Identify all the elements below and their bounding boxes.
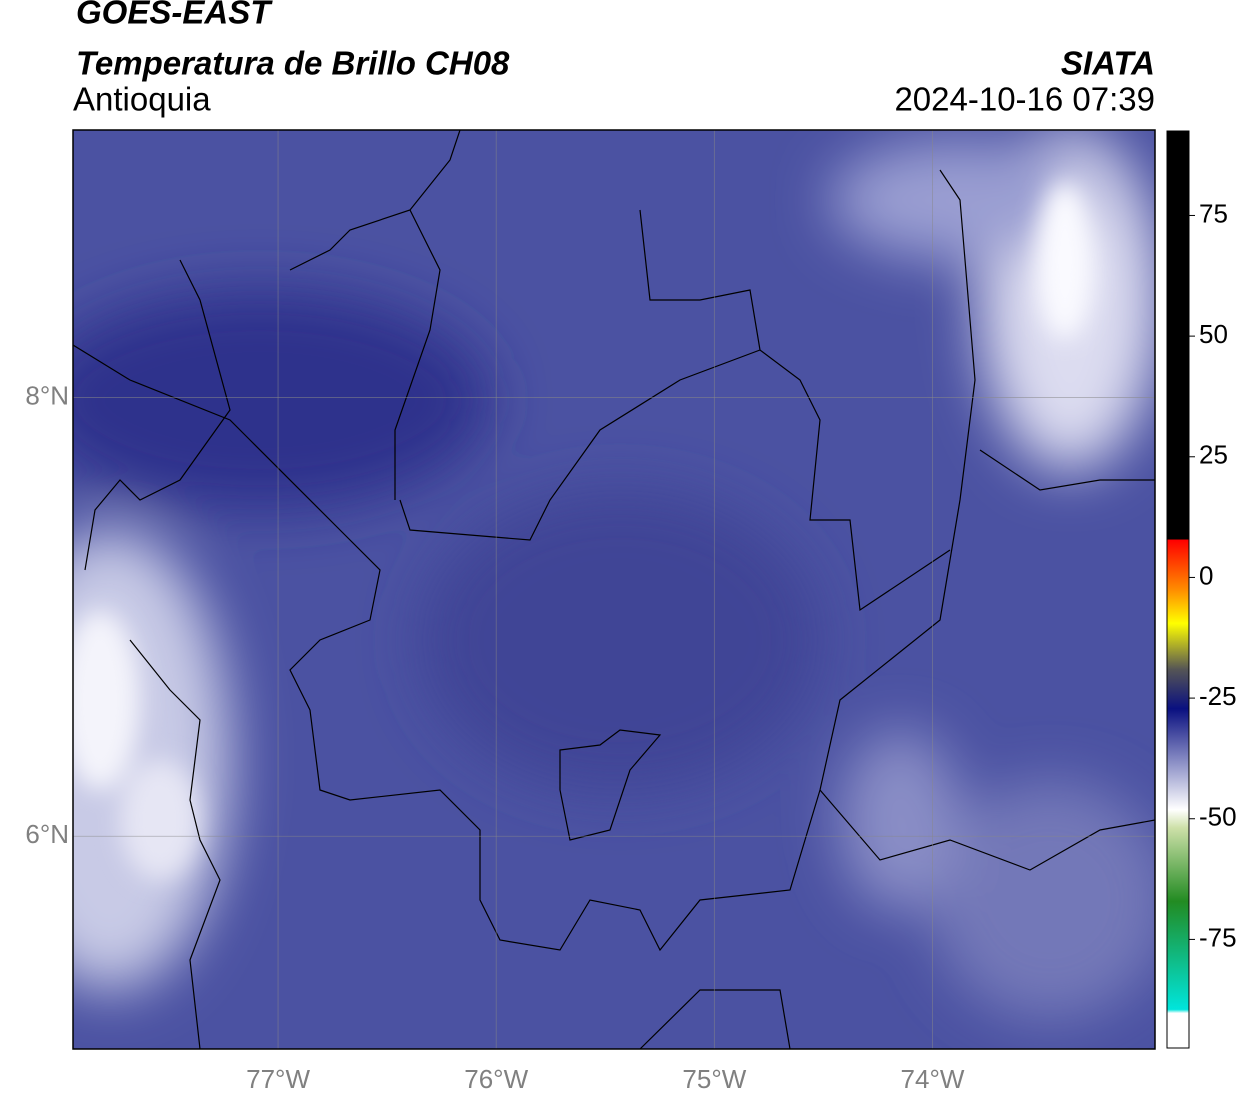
colorbar-tick-label: -50 [1199,802,1237,832]
colorbar-tick-label: -25 [1199,681,1237,711]
datetime: 2024-10-16 07:39 [894,81,1155,118]
borders [73,130,1155,1049]
x-tick-label: 76°W [464,1064,528,1094]
colorbar-tick-label: 75 [1199,198,1228,228]
colorbar [1166,130,1190,1049]
region: Antioquia [73,81,211,118]
colorbar-tick-label: 25 [1199,440,1228,470]
title: GOES-EAST [76,0,273,31]
source: SIATA [1061,45,1155,82]
satellite-image [73,130,1155,1049]
x-tick-label: 77°W [246,1064,310,1094]
grid [73,130,1155,1049]
colorbar-tick-label: 0 [1199,560,1213,590]
subtitle: Temperatura de Brillo CH08 [76,45,510,82]
map-frame [72,129,1156,1050]
y-tick-label: 8°N [25,380,69,410]
x-tick-label: 75°W [682,1064,746,1094]
colorbar-tick-label: 50 [1199,319,1228,349]
x-tick-label: 74°W [901,1064,965,1094]
colorbar-tick-label: -75 [1199,922,1237,952]
y-tick-label: 6°N [25,819,69,849]
